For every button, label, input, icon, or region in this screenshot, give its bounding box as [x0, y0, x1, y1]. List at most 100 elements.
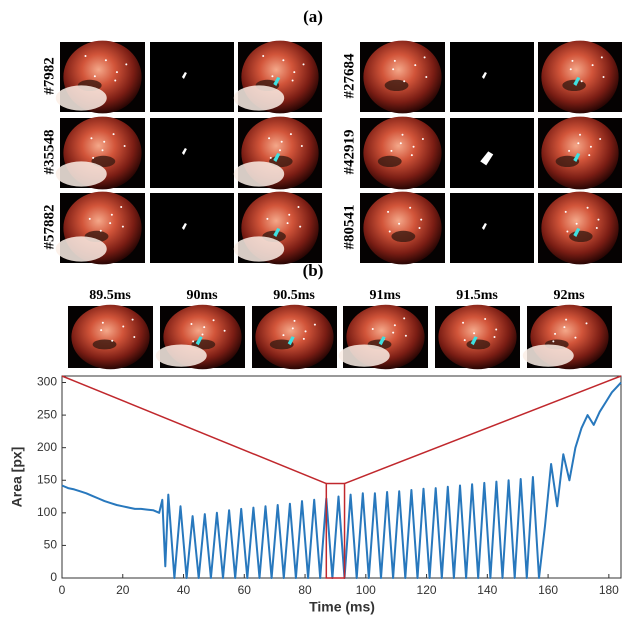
image-spot: [133, 336, 136, 338]
image-spot: [586, 206, 589, 209]
y-tick-label: 300: [37, 375, 57, 389]
image-spot: [112, 133, 115, 136]
y-tick-label: 250: [37, 407, 57, 421]
image-spot: [566, 230, 569, 233]
image-spot: [282, 334, 285, 337]
image-spot: [552, 340, 555, 343]
image-shadow: [466, 339, 491, 350]
x-tick-label: 160: [538, 583, 558, 597]
image-spot: [392, 331, 395, 334]
image-shadow: [391, 230, 416, 242]
image-spot: [104, 59, 107, 62]
mask-shape: [181, 148, 187, 155]
image-spot: [93, 75, 96, 78]
panel-label: (b): [303, 261, 324, 280]
panel-label: (a): [303, 7, 323, 26]
image-spot: [554, 332, 557, 335]
image-spot: [291, 327, 294, 330]
image-spot: [473, 332, 476, 335]
image-scene: [255, 304, 334, 370]
segmentation: [573, 153, 581, 162]
zoom-line: [61, 375, 327, 485]
mask-shape: [481, 223, 487, 230]
image-spot: [577, 142, 580, 145]
image-scene: [541, 116, 619, 190]
x-tick-label: 20: [116, 583, 130, 597]
image-spot: [266, 217, 269, 220]
image-spot: [414, 64, 417, 67]
image-spot: [565, 318, 568, 321]
image-glare: [55, 161, 107, 187]
image-glare: [233, 85, 285, 111]
image: [233, 116, 322, 190]
x-axis-label: Time (ms): [309, 599, 375, 615]
image-spot: [297, 206, 300, 208]
image: [435, 304, 520, 370]
frame-time: 90.5ms: [273, 288, 315, 303]
image-spot: [84, 55, 87, 57]
mask-bg: [150, 193, 234, 263]
image-spot: [484, 318, 487, 321]
image-spot: [212, 319, 215, 322]
mask-bg: [150, 42, 234, 112]
image: [55, 40, 145, 114]
y-tick-label: 50: [44, 538, 58, 552]
image: [360, 191, 445, 265]
mask-bg: [450, 118, 534, 188]
image-spot: [302, 63, 305, 66]
image: [538, 40, 622, 114]
frame-id: #7982: [41, 57, 57, 95]
image: [538, 116, 622, 190]
image-spot: [393, 324, 396, 327]
image-spot: [418, 227, 421, 229]
image-spot: [423, 56, 426, 59]
frame-time: 89.5ms: [89, 288, 131, 303]
image-spot: [591, 64, 594, 67]
frame-time: 91.5ms: [456, 288, 498, 303]
image-glare: [233, 161, 285, 187]
image-spot: [398, 222, 401, 225]
mask-shape: [480, 151, 494, 166]
image-spot: [563, 326, 566, 329]
y-axis-label: Area [px]: [9, 447, 25, 508]
image-spot: [564, 210, 567, 213]
image-shadow: [91, 155, 116, 167]
image-spot: [271, 75, 274, 78]
image-spot: [288, 213, 291, 216]
image-shadow: [377, 155, 402, 167]
image-spot: [289, 133, 292, 136]
image-spot: [201, 333, 204, 336]
image-spot: [120, 206, 123, 208]
image-spot: [371, 327, 374, 330]
image-scene: [363, 40, 442, 114]
x-tick-label: 140: [477, 583, 497, 597]
image-spot: [412, 145, 415, 148]
image-shadow: [269, 339, 294, 350]
image: [360, 116, 445, 190]
segmentation: [470, 336, 478, 346]
image-spot: [100, 329, 103, 332]
segmentation: [195, 336, 203, 346]
image-scene: [438, 304, 517, 370]
image: [522, 304, 612, 370]
image: [360, 40, 445, 114]
image-spot: [409, 206, 412, 209]
image-spot: [269, 156, 272, 159]
image-shadow: [562, 79, 586, 91]
image-spot: [99, 229, 102, 232]
frame-time: 91ms: [369, 288, 401, 303]
highlight-box: [325, 482, 346, 579]
segmentation: [273, 77, 281, 86]
mask-shape: [481, 72, 487, 79]
image-spot: [463, 339, 466, 342]
image-spot: [280, 140, 283, 143]
image-glare: [338, 344, 390, 367]
frame-time: 92ms: [553, 288, 585, 303]
image: [55, 116, 145, 190]
image-spot: [571, 59, 574, 62]
image-spot: [90, 137, 93, 140]
image-spot: [579, 133, 581, 136]
y-tick-label: 150: [37, 472, 57, 486]
image-spot: [203, 326, 206, 329]
